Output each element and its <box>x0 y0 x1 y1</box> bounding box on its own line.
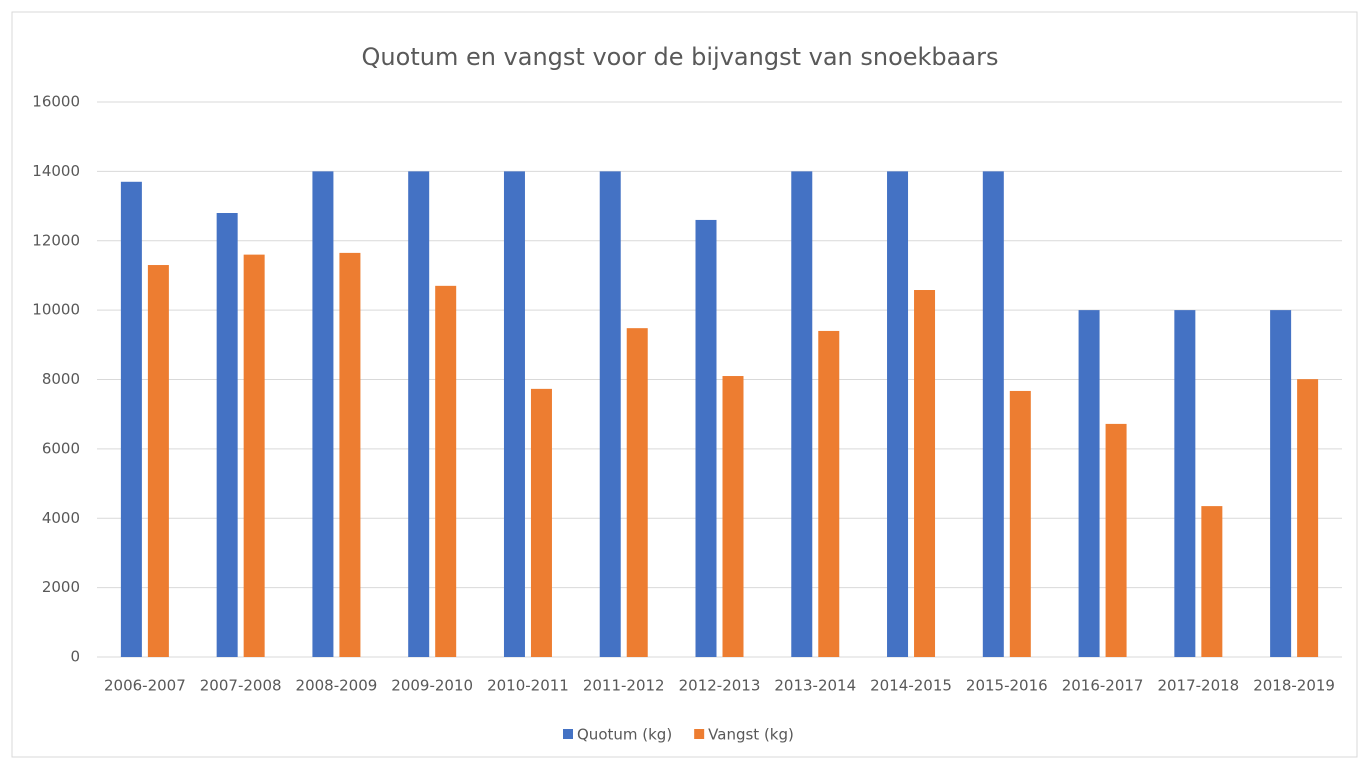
chart-frame <box>11 11 1358 758</box>
bar <box>312 171 334 657</box>
y-tick-label: 14000 <box>32 162 80 180</box>
x-tick-label: 2014-2015 <box>870 677 952 695</box>
chart-title: Quotum en vangst voor de bijvangst van s… <box>362 43 999 71</box>
x-tick-label: 2009-2010 <box>391 677 473 695</box>
y-tick-label: 16000 <box>32 93 80 111</box>
bar <box>1009 390 1031 657</box>
bar <box>503 171 525 657</box>
bar <box>887 171 909 657</box>
bar <box>818 330 840 657</box>
y-tick-label: 6000 <box>42 439 80 457</box>
bar <box>216 213 238 657</box>
x-tick-label: 2015-2016 <box>966 677 1048 695</box>
y-tick-label: 4000 <box>42 509 80 527</box>
bar <box>599 171 621 657</box>
x-tick-label: 2010-2011 <box>487 677 569 695</box>
y-tick-label: 8000 <box>42 370 80 388</box>
x-tick-label: 2007-2008 <box>200 677 282 695</box>
y-tick-label: 12000 <box>32 231 80 249</box>
legend-swatch <box>563 729 573 739</box>
legend-swatch <box>694 729 705 739</box>
x-tick-label: 2017-2018 <box>1157 677 1239 695</box>
bar <box>120 181 142 657</box>
bar <box>1078 310 1100 657</box>
bar <box>243 254 265 657</box>
bar <box>982 171 1004 657</box>
bar <box>626 328 648 657</box>
bar <box>408 171 430 657</box>
x-tick-label: 2008-2009 <box>296 677 378 695</box>
x-tick-label: 2012-2013 <box>679 677 761 695</box>
y-tick-label: 10000 <box>32 301 80 319</box>
x-tick-label: 2011-2012 <box>583 677 665 695</box>
bar <box>1201 506 1223 657</box>
y-tick-label: 2000 <box>42 578 80 596</box>
bar <box>339 252 361 657</box>
legend-label: Vangst (kg) <box>708 726 794 744</box>
legend-label: Quotum (kg) <box>577 726 672 744</box>
bar <box>1297 379 1319 657</box>
bar <box>1270 310 1292 657</box>
bar <box>914 290 936 657</box>
x-tick-label: 2018-2019 <box>1253 677 1335 695</box>
bar <box>695 219 717 657</box>
y-tick-label: 0 <box>70 648 80 666</box>
bar <box>1174 310 1196 657</box>
bar <box>530 388 552 657</box>
bar <box>1105 423 1127 657</box>
x-tick-label: 2006-2007 <box>104 677 186 695</box>
x-tick-label: 2013-2014 <box>774 677 856 695</box>
bar <box>722 376 744 657</box>
bar <box>435 285 457 657</box>
x-tick-label: 2016-2017 <box>1062 677 1144 695</box>
bar <box>791 171 813 657</box>
bar <box>147 265 169 657</box>
